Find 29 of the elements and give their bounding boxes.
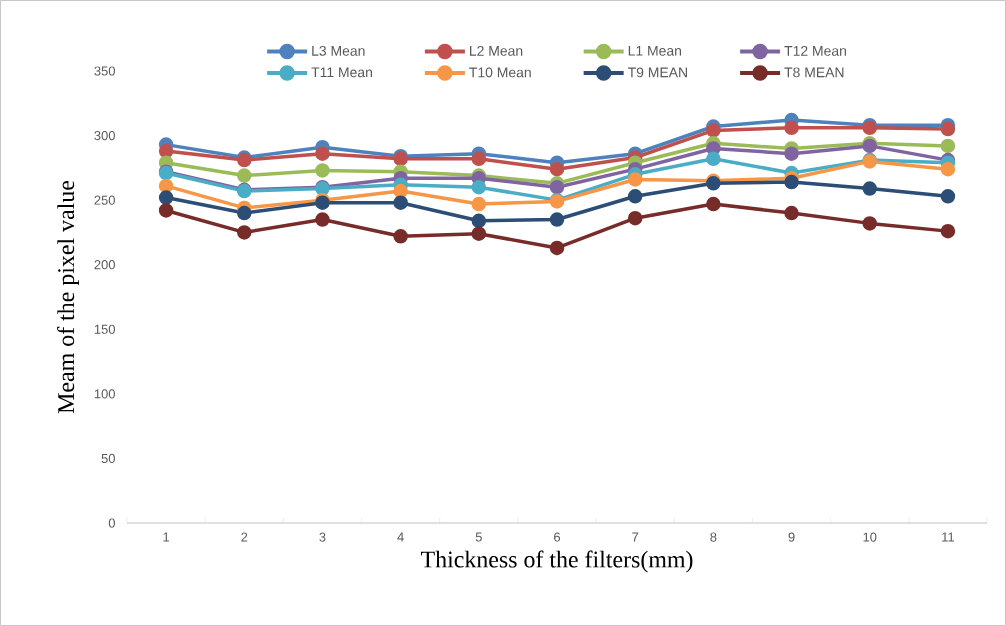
y-tick-label: 350	[94, 66, 115, 76]
legend-label: T11 Mean	[311, 67, 372, 78]
x-tick-label: 6	[554, 532, 561, 542]
x-tick-label: 11	[942, 532, 955, 542]
y-tick-label: 200	[94, 260, 115, 270]
legend-label: T9 MEAN	[627, 67, 687, 78]
x-tick-label: 8	[710, 532, 717, 542]
x-tick-label: 1	[163, 532, 170, 542]
y-tick-label: 250	[94, 195, 115, 205]
y-tick-label: 50	[101, 453, 115, 464]
legend-label: T12 Mean	[784, 45, 846, 56]
x-tick-label: 2	[241, 532, 248, 542]
x-tick-label: 10	[863, 532, 877, 542]
x-tick-label: 4	[397, 532, 404, 542]
x-tick-label: 3	[319, 532, 326, 542]
legend-label: L2 Mean	[470, 45, 523, 56]
x-tick-label: 7	[632, 532, 639, 542]
y-axis-title: Meam of the pixel value	[57, 180, 80, 414]
y-tick-label: 0	[108, 518, 115, 528]
legend-label: T10 Mean	[469, 67, 531, 78]
legend-label: L3 Mean	[312, 45, 365, 56]
legend-label: T8 MEAN	[784, 67, 844, 78]
y-tick-label: 300	[94, 130, 115, 141]
x-axis-title: Thickness of the filters(mm)	[420, 550, 693, 573]
x-tick-label: 9	[788, 532, 795, 542]
y-tick-label: 100	[94, 389, 115, 399]
y-tick-label: 150	[94, 324, 115, 334]
legend-label: L1 Mean	[628, 46, 682, 56]
x-tick-label: 5	[475, 532, 482, 542]
